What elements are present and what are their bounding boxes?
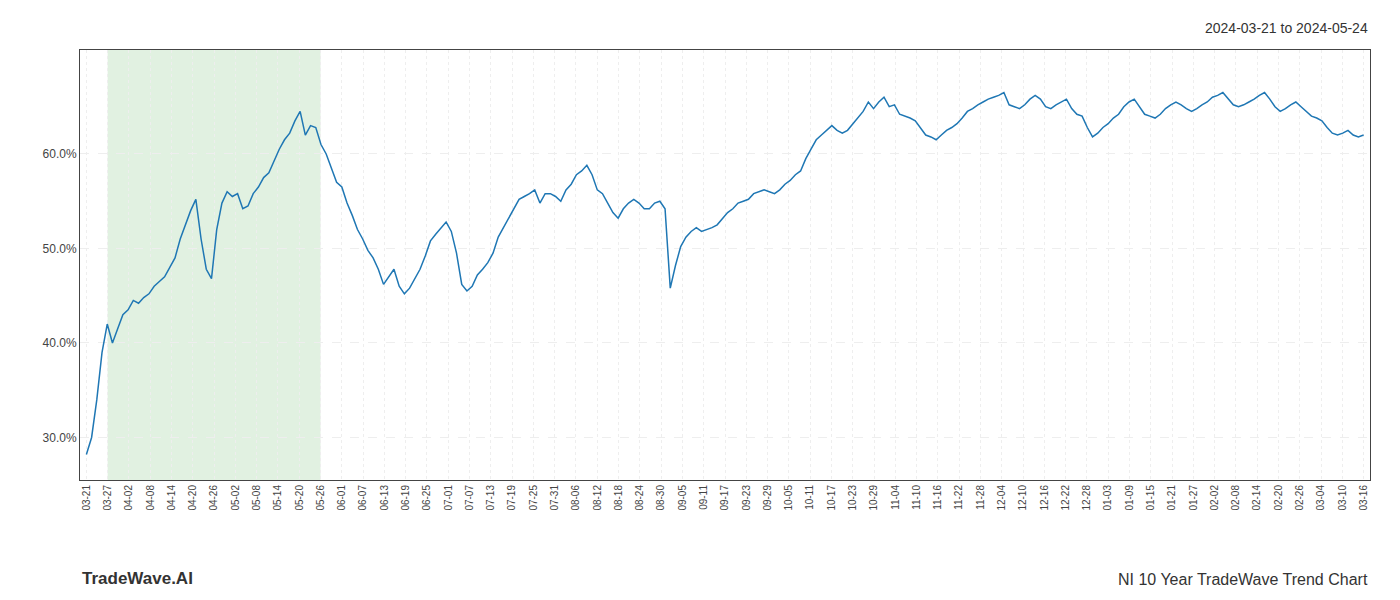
svg-text:05-08: 05-08: [251, 485, 262, 511]
svg-text:11-10: 11-10: [911, 485, 922, 510]
svg-text:06-25: 06-25: [421, 485, 432, 511]
svg-text:09-23: 09-23: [741, 485, 752, 511]
svg-text:07-01: 07-01: [443, 485, 454, 511]
svg-text:09-17: 09-17: [719, 485, 730, 511]
svg-text:02-02: 02-02: [1209, 485, 1220, 511]
svg-text:11-28: 11-28: [975, 485, 986, 510]
svg-text:08-18: 08-18: [613, 485, 624, 511]
svg-text:04-02: 04-02: [123, 485, 134, 511]
svg-text:10-23: 10-23: [847, 485, 858, 511]
svg-text:02-20: 02-20: [1273, 485, 1284, 511]
svg-text:02-14: 02-14: [1251, 485, 1262, 511]
svg-text:03-10: 03-10: [1337, 485, 1348, 511]
svg-text:03-16: 03-16: [1358, 485, 1369, 511]
svg-text:10-17: 10-17: [826, 485, 837, 511]
svg-text:06-01: 06-01: [336, 485, 347, 511]
svg-text:2024-03-21 to 2024-05-24: 2024-03-21 to 2024-05-24: [1205, 20, 1368, 36]
svg-text:01-03: 01-03: [1102, 485, 1113, 511]
svg-text:12-16: 12-16: [1039, 485, 1050, 511]
svg-text:06-07: 06-07: [357, 485, 368, 511]
svg-text:01-09: 01-09: [1124, 485, 1135, 511]
svg-text:04-26: 04-26: [208, 485, 219, 511]
svg-text:02-26: 02-26: [1294, 485, 1305, 511]
svg-text:03-27: 03-27: [102, 485, 113, 511]
svg-text:04-08: 04-08: [145, 485, 156, 511]
svg-text:07-19: 07-19: [506, 485, 517, 511]
svg-text:09-05: 09-05: [677, 485, 688, 511]
svg-text:10-05: 10-05: [783, 485, 794, 511]
svg-text:05-14: 05-14: [272, 485, 283, 511]
svg-text:08-12: 08-12: [592, 485, 603, 511]
svg-text:08-06: 08-06: [570, 485, 581, 511]
svg-text:03-04: 03-04: [1315, 485, 1326, 511]
svg-text:06-19: 06-19: [400, 485, 411, 511]
svg-text:12-28: 12-28: [1081, 485, 1092, 511]
svg-text:01-27: 01-27: [1188, 485, 1199, 511]
svg-text:05-26: 05-26: [315, 485, 326, 511]
svg-text:TradeWave.AI: TradeWave.AI: [82, 569, 193, 588]
svg-text:07-07: 07-07: [464, 485, 475, 511]
svg-text:30.0%: 30.0%: [43, 431, 77, 445]
svg-text:10-29: 10-29: [868, 485, 879, 511]
svg-text:12-04: 12-04: [996, 485, 1007, 511]
svg-text:07-13: 07-13: [485, 485, 496, 511]
svg-text:08-24: 08-24: [634, 485, 645, 511]
svg-text:11-22: 11-22: [953, 485, 964, 510]
svg-text:09-11: 09-11: [698, 485, 709, 510]
svg-text:10-11: 10-11: [804, 485, 815, 510]
svg-text:07-31: 07-31: [549, 485, 560, 511]
svg-text:05-02: 05-02: [230, 485, 241, 511]
svg-text:60.0%: 60.0%: [43, 147, 77, 161]
svg-text:09-29: 09-29: [762, 485, 773, 511]
svg-text:40.0%: 40.0%: [43, 336, 77, 350]
svg-text:05-20: 05-20: [294, 485, 305, 511]
svg-text:08-30: 08-30: [655, 485, 666, 511]
svg-text:01-21: 01-21: [1166, 485, 1177, 511]
svg-text:03-21: 03-21: [81, 485, 92, 511]
svg-text:07-25: 07-25: [528, 485, 539, 511]
svg-text:01-15: 01-15: [1145, 485, 1156, 511]
svg-text:02-08: 02-08: [1230, 485, 1241, 511]
svg-text:12-22: 12-22: [1060, 485, 1071, 511]
svg-text:11-04: 11-04: [890, 485, 901, 510]
svg-text:06-13: 06-13: [379, 485, 390, 511]
svg-text:50.0%: 50.0%: [43, 242, 77, 256]
svg-text:11-16: 11-16: [932, 485, 943, 510]
svg-text:04-14: 04-14: [166, 485, 177, 511]
svg-text:NI 10 Year TradeWave Trend Cha: NI 10 Year TradeWave Trend Chart: [1118, 571, 1368, 588]
svg-text:12-10: 12-10: [1017, 485, 1028, 511]
svg-text:04-20: 04-20: [187, 485, 198, 511]
